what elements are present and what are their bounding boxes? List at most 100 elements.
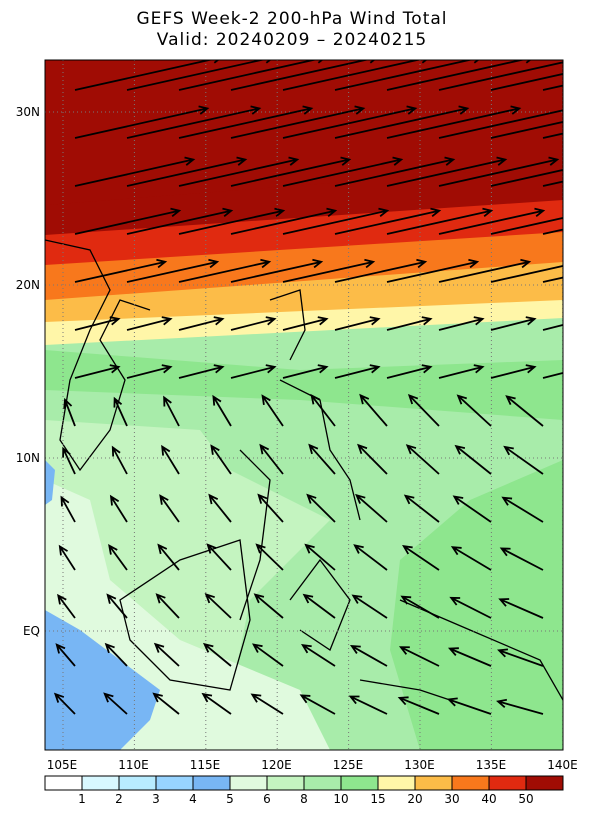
wind-arrow (490, 216, 563, 235)
title: GEFS Week-2 200-hPa Wind Total (136, 9, 447, 29)
colorbar-label: 5 (226, 792, 234, 806)
colorbar-label: 4 (189, 792, 197, 806)
wind-arrow (126, 60, 272, 91)
wind-arrow (230, 316, 277, 331)
wind-arrow (505, 395, 544, 427)
wind-arrow (402, 544, 440, 571)
wind-arrow (178, 258, 272, 283)
wind-arrow (178, 364, 225, 379)
wind-arrow (62, 446, 76, 475)
wind-arrow (282, 105, 418, 139)
lat-label: 20N (16, 278, 40, 292)
wind-arrow (74, 156, 196, 187)
wind-arrow (126, 207, 234, 235)
wind-arrow (126, 105, 262, 139)
wind-arrow (450, 546, 492, 571)
wind-arrow (259, 443, 284, 475)
wind-arrow (542, 323, 563, 331)
wind-arrow (349, 645, 388, 667)
wind-arrow (282, 156, 404, 187)
wind-arrow (334, 258, 428, 283)
wind-arrow (282, 258, 376, 283)
wind-arrow (447, 647, 492, 667)
wind-arrow (159, 494, 180, 523)
colorbar-label: 50 (518, 792, 533, 806)
lon-label: 130E (404, 758, 435, 772)
wind-arrow (74, 105, 210, 139)
colorbar: 1 2 3 4 5 6 8 10 15 20 30 40 50 (44, 775, 564, 806)
wind-arrow (334, 156, 456, 187)
colorbar-box (44, 775, 83, 791)
wind-arrow (386, 156, 508, 187)
wind-arrow (178, 156, 300, 187)
shade (45, 610, 160, 750)
wind-arrow (163, 395, 180, 427)
colorbar-box (266, 775, 305, 791)
wind-arrow (353, 544, 388, 571)
wind-arrow (359, 393, 388, 427)
wind-arrow (230, 156, 352, 187)
colorbar-label: 15 (370, 792, 385, 806)
wind-arrow (302, 593, 336, 619)
wind-arrow (398, 646, 440, 667)
wind-arrow (542, 276, 563, 283)
lon-label: 115E (190, 758, 221, 772)
shade (45, 460, 55, 505)
wind-arrow (206, 543, 232, 571)
wind-arrow (438, 61, 563, 91)
wind-arrow (230, 60, 376, 91)
wind-arrow (490, 316, 537, 331)
lat-label: EQ (23, 624, 40, 638)
wind-arrow (63, 397, 76, 427)
wind-arrow (334, 364, 381, 379)
wind-arrow (57, 593, 76, 619)
wind-arrow (250, 693, 284, 715)
wind-arrow (261, 394, 284, 427)
wind-arrow (178, 60, 324, 91)
wind-arrow (438, 258, 532, 283)
wind-arrow (334, 60, 480, 91)
wind-arrow (490, 168, 563, 187)
wind-arrow (126, 258, 220, 283)
colorbar-label: 20 (407, 792, 422, 806)
wind-arrow (438, 316, 485, 331)
colorbar-label: 40 (481, 792, 496, 806)
wind-arrow (400, 595, 440, 619)
wind-arrow (208, 493, 232, 523)
wind-arrow (201, 692, 232, 715)
wind-arrow (438, 364, 485, 379)
wind-arrow (253, 593, 284, 619)
colorbar-label: 8 (300, 792, 308, 806)
lon-label: 120E (261, 758, 292, 772)
wind-arrow (109, 494, 128, 523)
wind-arrow (126, 316, 173, 331)
wind-arrow (301, 644, 336, 667)
wind-arrow (210, 444, 232, 475)
colorbar-label: 30 (444, 792, 459, 806)
lon-label: 140E (547, 758, 578, 772)
wind-arrow (503, 445, 544, 475)
wind-arrow (357, 443, 388, 475)
wind-arrow (152, 692, 180, 715)
wind-arrow (498, 598, 544, 619)
wind-arrow (230, 105, 366, 139)
wind-arrow (386, 364, 433, 379)
wind-arrow (74, 316, 121, 331)
lon-label: 125E (333, 758, 364, 772)
wind-arrow (407, 393, 440, 427)
wind-arrow (438, 156, 560, 187)
wind-arrow (334, 316, 381, 331)
wind-arrow (282, 364, 329, 379)
colorbar-label: 1 (78, 792, 86, 806)
coast (45, 239, 563, 701)
wind-arrow (282, 316, 329, 331)
subtitle: Valid: 20240209 – 20240215 (157, 30, 427, 50)
wind-arrow (111, 445, 128, 475)
wind-arrow (104, 642, 128, 667)
wind-arrow (405, 444, 440, 475)
colorbar-label: 3 (152, 792, 160, 806)
shade (390, 460, 563, 750)
wind-arrow (74, 207, 182, 235)
wind-arrow (157, 543, 180, 571)
